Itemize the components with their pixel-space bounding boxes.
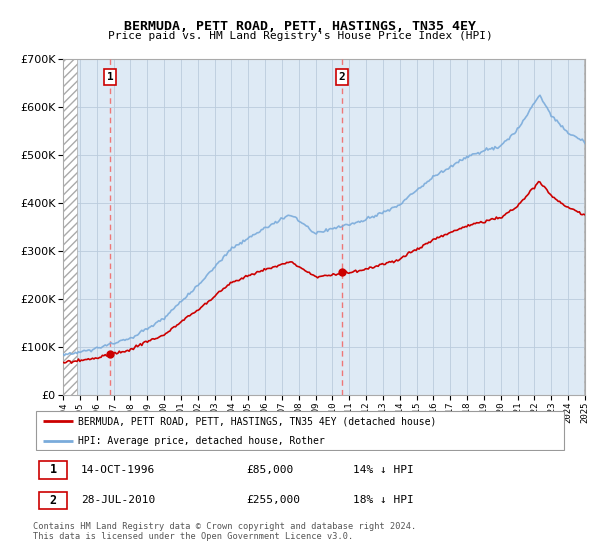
Bar [63, 59, 77, 395]
Bar [584, 59, 585, 395]
Text: 2: 2 [50, 494, 57, 507]
FancyBboxPatch shape [40, 461, 67, 479]
Text: Price paid vs. HM Land Registry's House Price Index (HPI): Price paid vs. HM Land Registry's House … [107, 31, 493, 41]
FancyBboxPatch shape [40, 492, 67, 510]
FancyBboxPatch shape [35, 411, 565, 450]
Text: 1: 1 [50, 463, 57, 476]
Text: 14-OCT-1996: 14-OCT-1996 [81, 465, 155, 475]
Text: 1: 1 [107, 72, 113, 82]
Text: 14% ↓ HPI: 14% ↓ HPI [353, 465, 414, 475]
Text: £85,000: £85,000 [247, 465, 294, 475]
Text: BERMUDA, PETT ROAD, PETT, HASTINGS, TN35 4EY (detached house): BERMUDA, PETT ROAD, PETT, HASTINGS, TN35… [79, 417, 437, 426]
Text: HPI: Average price, detached house, Rother: HPI: Average price, detached house, Roth… [79, 436, 325, 446]
Text: Contains HM Land Registry data © Crown copyright and database right 2024.
This d: Contains HM Land Registry data © Crown c… [33, 522, 416, 542]
Text: 18% ↓ HPI: 18% ↓ HPI [353, 496, 414, 506]
Text: BERMUDA, PETT ROAD, PETT, HASTINGS, TN35 4EY: BERMUDA, PETT ROAD, PETT, HASTINGS, TN35… [124, 20, 476, 32]
Text: 2: 2 [338, 72, 346, 82]
Text: 28-JUL-2010: 28-JUL-2010 [81, 496, 155, 506]
Text: £255,000: £255,000 [247, 496, 301, 506]
